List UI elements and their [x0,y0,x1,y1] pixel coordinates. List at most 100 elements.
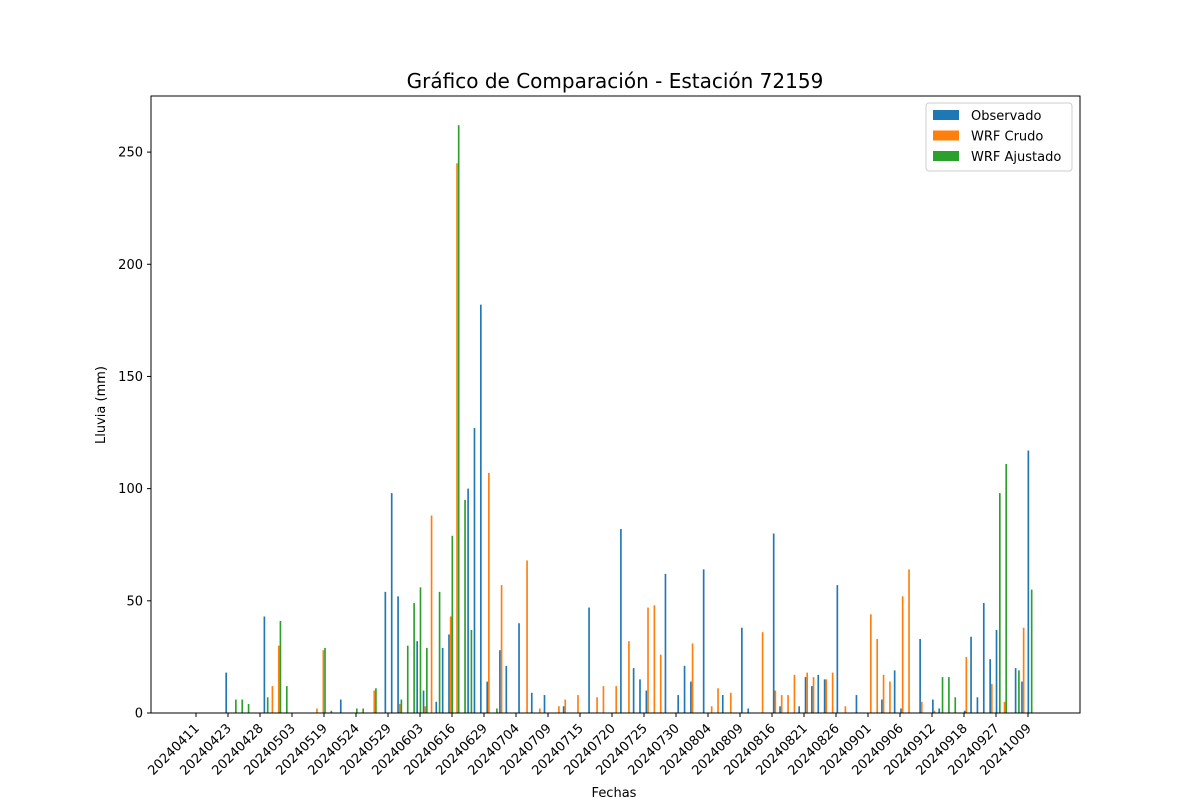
bar-observado [1021,681,1023,713]
bar-observado [632,668,635,713]
bar-wrf-crudo [710,706,713,713]
bar-wrf-ajustado [451,535,454,713]
bar-wrf-ajustado [1005,463,1008,713]
bar-wrf-crudo [430,515,433,713]
bar-wrf-crudo [908,569,910,713]
bar-wrf-crudo [729,692,732,713]
bar-observado [721,695,724,713]
bar-observado [384,591,387,713]
bar-observado [995,629,998,713]
bar-observado [741,627,743,713]
bar-wrf-ajustado [362,708,365,713]
bar-wrf-crudo [316,708,318,713]
bar-observado [486,681,489,713]
bar-observado [422,690,425,713]
bar-observado [416,641,418,713]
bar-wrf-ajustado [355,708,358,713]
bar-observado [855,695,858,713]
bar-wrf-crudo [488,472,490,713]
bar-observado [683,665,686,713]
bar-wrf-ajustado [457,125,460,714]
bar-wrf-crudo [1003,701,1006,713]
bar-wrf-crudo [812,677,815,713]
bar-observado [798,706,800,713]
y-tick-label: 0 [135,707,143,722]
bar-observado [963,710,966,713]
bar-observado [779,706,781,713]
bar-observado [588,607,590,713]
bar-observado [397,596,399,713]
bar-wrf-crudo [882,674,885,713]
bar-wrf-crudo [558,706,560,713]
bar-observado [441,647,444,713]
y-tick-label: 100 [118,482,143,497]
bar-wrf-crudo [577,695,579,713]
bar-wrf-crudo [1022,627,1025,713]
bar-wrf-crudo [659,654,662,713]
bar-observado [989,659,991,713]
bar-observado [1027,450,1030,713]
bar-wrf-crudo [456,163,458,713]
bar-observado [690,681,692,713]
bar-wrf-crudo [596,697,598,713]
bar-observado [499,650,501,713]
bar-wrf-ajustado [999,493,1001,713]
bar-wrf-crudo [889,681,891,713]
bar-observado [881,699,883,713]
bar-observado [702,569,705,713]
bar-wrf-crudo [653,605,656,713]
bar-wrf-ajustado [241,699,244,713]
legend-swatch [933,110,959,120]
bar-wrf-ajustado [419,587,422,713]
bar-wrf-crudo [602,686,605,713]
bar-observado [225,672,228,713]
bar-wrf-crudo [831,672,834,713]
bar-wrf-crudo [538,708,541,713]
bar-observado [620,529,622,713]
bar-wrf-crudo [780,695,783,713]
legend-label: WRF Ajustado [971,150,1061,165]
bar-wrf-ajustado [279,621,282,713]
bar-wrf-crudo [901,596,904,713]
bar-wrf-crudo [876,638,879,713]
y-tick-label: 150 [118,370,143,385]
bar-wrf-crudo [825,679,828,713]
bar-wrf-crudo [933,710,936,713]
bar-wrf-crudo [691,643,694,713]
bar-wrf-crudo [761,632,764,713]
bar-observado [530,692,533,713]
bar-observado [817,674,820,713]
bar-observado [448,634,450,713]
y-tick-label: 200 [118,258,143,273]
bar-observado [938,708,941,713]
bar-observado [747,708,750,713]
bar-wrf-crudo [449,616,452,713]
bar-wrf-ajustado [375,688,377,713]
bar-wrf-crudo [806,672,809,713]
bar-observado [543,695,546,713]
bar-observado [263,616,266,713]
bar-wrf-crudo [717,688,719,713]
legend-label: WRF Crudo [971,130,1043,145]
bar-wrf-crudo [965,656,968,713]
bar-wrf-crudo [628,641,630,713]
bar-wrf-ajustado [324,647,326,713]
bar-observado [976,697,979,713]
bar-observado [811,686,813,713]
bar-observado [932,699,934,713]
bar-wrf-crudo [774,690,777,713]
bar-wrf-ajustado [954,697,957,713]
bar-observado [664,573,667,713]
bar-wrf-crudo [373,690,376,713]
bar-observado [919,638,921,713]
bar-observado [473,428,476,713]
bar-observado [639,679,641,713]
bar-observado [562,706,565,713]
bar-wrf-ajustado [235,699,237,713]
bar-observado [390,493,393,713]
bar-wrf-ajustado [1018,670,1020,713]
legend-swatch [933,130,959,141]
bar-observado [480,304,482,713]
bar-observado [836,585,839,713]
bar-wrf-ajustado [285,686,288,713]
